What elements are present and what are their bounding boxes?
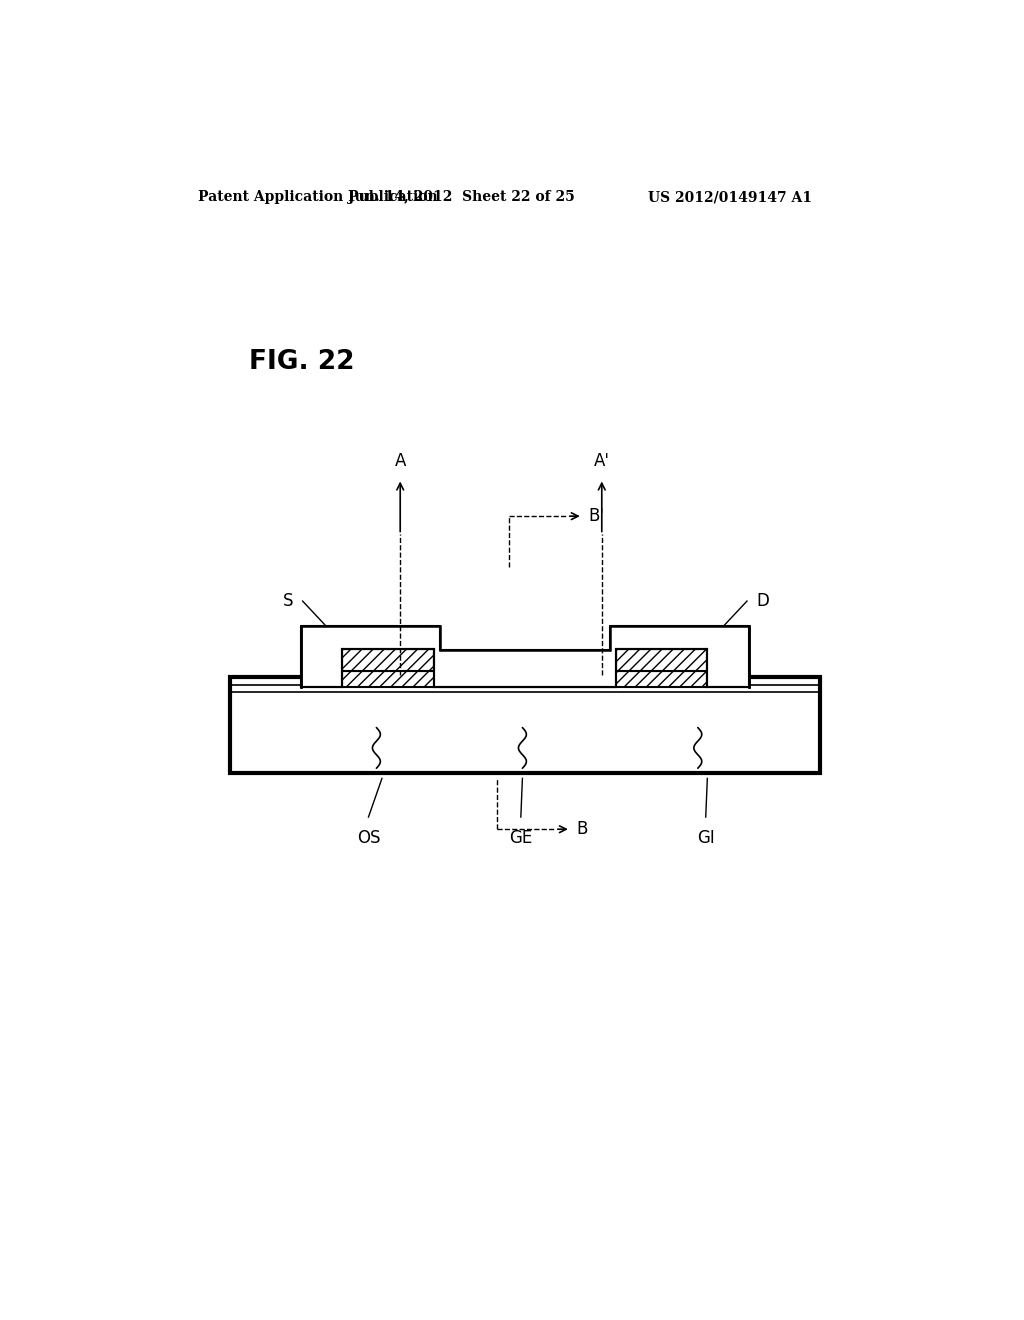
Bar [342, 649, 433, 671]
Text: GE: GE [509, 829, 532, 847]
Text: A': A' [594, 453, 609, 470]
Text: OS: OS [356, 829, 380, 847]
Polygon shape [437, 669, 612, 685]
Bar [616, 649, 708, 671]
Text: B': B' [588, 507, 604, 525]
Text: Jun. 14, 2012  Sheet 22 of 25: Jun. 14, 2012 Sheet 22 of 25 [348, 190, 574, 205]
Text: D: D [757, 593, 769, 610]
Text: A: A [394, 453, 406, 470]
Bar [229, 677, 820, 774]
Polygon shape [301, 627, 749, 688]
Text: Patent Application Publication: Patent Application Publication [198, 190, 437, 205]
Polygon shape [342, 663, 708, 688]
Text: FIG. 22: FIG. 22 [249, 348, 354, 375]
Text: S: S [283, 593, 293, 610]
Text: GI: GI [697, 829, 715, 847]
Text: US 2012/0149147 A1: US 2012/0149147 A1 [648, 190, 812, 205]
Text: B: B [577, 820, 588, 838]
